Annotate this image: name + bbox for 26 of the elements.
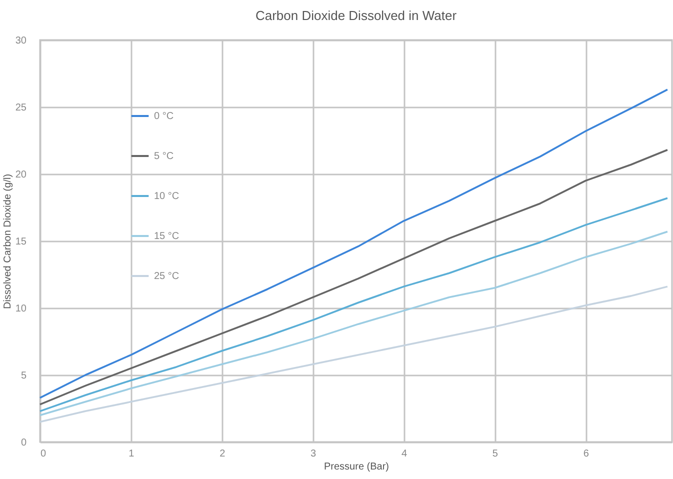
x-tick-label: 6 — [583, 448, 590, 460]
x-tick-label: 0 — [40, 448, 46, 460]
legend-label: 15 °C — [154, 231, 180, 242]
x-tick-label: 2 — [220, 448, 226, 460]
line-series — [39, 286, 668, 423]
x-tick-label: 1 — [128, 448, 135, 460]
y-tick-label: 20 — [15, 170, 27, 180]
legend-label: 25 °C — [154, 271, 180, 282]
y-tick-label: 15 — [15, 236, 27, 248]
line-series — [39, 148, 668, 406]
legend-label: 5 °C — [154, 151, 174, 162]
y-tick-label: 0 — [20, 438, 27, 448]
line-series — [39, 230, 668, 416]
legend-label: 10 °C — [154, 191, 180, 202]
x-tick-label: 5 — [492, 448, 498, 460]
y-tick-label: 5 — [20, 370, 27, 382]
x-tick-label: 4 — [401, 448, 408, 460]
chart-title: Carbon Dioxide Dissolved in Water — [255, 8, 458, 23]
x-tick-label: 3 — [310, 448, 317, 460]
x-axis-title: Pressure (Bar) — [324, 462, 390, 472]
y-tick-label: 10 — [15, 304, 27, 314]
y-tick-label: 30 — [15, 36, 27, 46]
legend-label: 0 °C — [154, 111, 174, 122]
y-tick-label: 25 — [15, 102, 27, 114]
y-axis-title: Dissolved Carbon Dioxide (g/l) — [2, 174, 14, 310]
line-series — [39, 88, 668, 399]
